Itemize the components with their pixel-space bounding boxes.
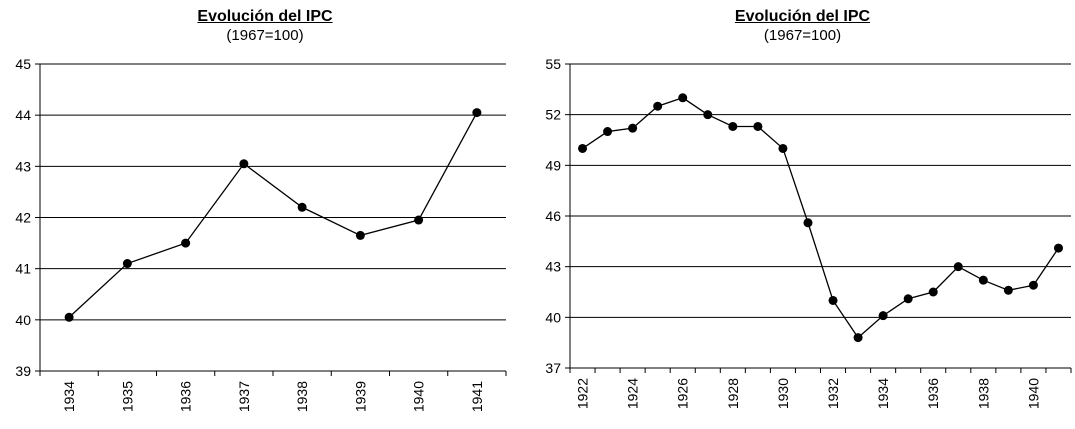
data-point [853, 333, 863, 343]
y-tick-label: 41 [15, 261, 31, 277]
data-point [64, 312, 74, 322]
x-tick-label: 1930 [775, 378, 791, 409]
x-tick-label: 1934 [875, 378, 891, 409]
y-tick-label: 55 [545, 56, 561, 72]
data-point [1053, 243, 1063, 253]
data-point [928, 287, 938, 297]
data-point [122, 259, 132, 269]
y-tick-label: 49 [545, 157, 561, 173]
x-tick-label: 1928 [725, 378, 741, 409]
y-tick-label: 43 [545, 259, 561, 275]
data-point [953, 262, 963, 272]
y-tick-label: 44 [15, 107, 31, 123]
chart-right: Evolución del IPC (1967=100) 37 40 43 46 49 5… [530, 0, 1075, 429]
y-tick-label: 40 [545, 309, 561, 325]
x-tick-label: 1934 [61, 381, 77, 412]
data-point [628, 123, 638, 133]
chart-left: Evolución del IPC (1967=100) 39 40 41 42 43 4… [0, 0, 530, 429]
x-tick-label: 1935 [119, 381, 135, 412]
y-tick-label: 39 [15, 363, 31, 379]
data-point [878, 311, 888, 321]
y-tick-label: 42 [15, 210, 31, 226]
data-point [653, 101, 663, 111]
data-point [181, 238, 191, 248]
y-tick-label: 40 [15, 312, 31, 328]
data-point [603, 127, 613, 137]
chart-subtitle: (1967=100) [763, 27, 842, 44]
x-tick-label: 1938 [975, 378, 991, 409]
x-tick-label: 1926 [675, 378, 691, 409]
data-point [297, 202, 307, 212]
data-point [1028, 280, 1038, 290]
data-point [728, 121, 738, 131]
data-point [828, 295, 838, 305]
y-tick-label: 37 [545, 360, 561, 376]
series-line [582, 97, 1060, 339]
x-tick-label: 1936 [178, 381, 194, 412]
x-tick-label: 1932 [825, 378, 841, 409]
data-point [753, 121, 763, 131]
y-tick-label: 46 [545, 208, 561, 224]
data-point [472, 108, 482, 118]
data-point [678, 93, 688, 103]
x-tick-label: 1937 [236, 381, 252, 412]
x-tick-label: 1940 [411, 381, 427, 412]
x-tick-label: 1940 [1025, 378, 1041, 409]
data-point [578, 143, 588, 153]
x-tick-label: 1939 [352, 381, 368, 412]
y-tick-label: 45 [15, 56, 31, 72]
data-point [903, 294, 913, 304]
chart-subtitle: (1967=100) [226, 27, 304, 44]
x-tick-label: 1936 [925, 378, 941, 409]
x-tick-label: 1924 [625, 378, 641, 409]
series-line [68, 112, 478, 318]
y-tick-label: 43 [15, 158, 31, 174]
data-point [778, 143, 788, 153]
chart-right-svg: 37 40 43 46 49 52 55 1922 1924 1926 1928 1930 1932 19… [545, 56, 1072, 409]
data-point [1003, 285, 1013, 295]
data-point [355, 230, 365, 240]
chart-title: Evolución del IPC [734, 8, 871, 25]
x-tick-label: 1941 [469, 381, 485, 412]
data-point [978, 275, 988, 285]
y-tick-label: 52 [545, 107, 561, 123]
data-point [414, 215, 424, 225]
x-tick-label: 1922 [575, 378, 591, 409]
data-point [703, 110, 713, 120]
data-point [803, 218, 813, 228]
chart-left-svg: 39 40 41 42 43 44 45 1934 1935 1936 1937 1938 1939 19… [15, 56, 507, 412]
x-tick-label: 1938 [294, 381, 310, 412]
chart-title: Evolución del IPC [197, 8, 333, 25]
data-point [239, 159, 249, 169]
